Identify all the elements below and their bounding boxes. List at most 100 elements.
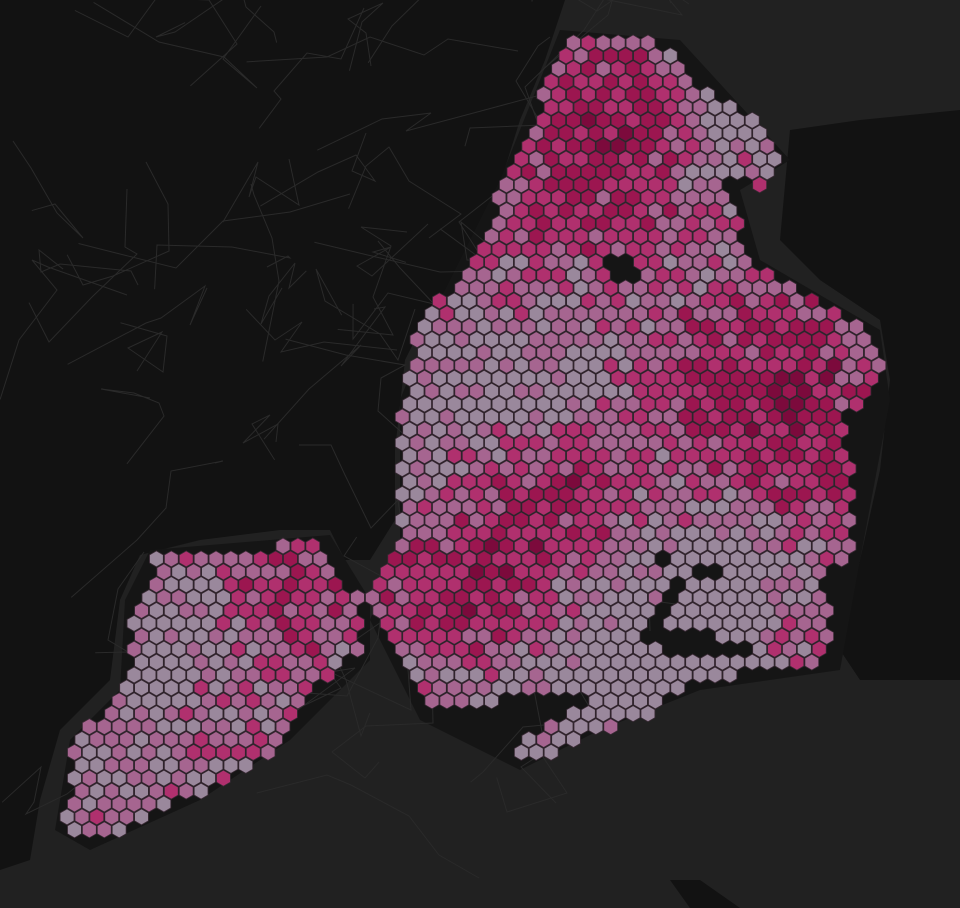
hexbin-cell[interactable] [648,253,663,271]
hexbin-cell[interactable] [588,150,604,168]
hexbin-cell[interactable] [730,524,745,542]
hexbin-cell[interactable] [499,176,514,194]
hexbin-cell[interactable] [543,176,559,194]
hexbin-cell[interactable] [543,563,559,581]
hexbin-cell[interactable] [499,485,514,503]
hexbin-cell[interactable] [424,692,440,710]
hexbin-cell[interactable] [536,369,551,387]
hexbin-cell[interactable] [819,498,834,516]
hexbin-cell[interactable] [141,743,157,761]
hexbin-cell[interactable] [439,305,455,323]
hexbin-cell[interactable] [528,331,544,349]
hexbin-cell[interactable] [290,589,306,607]
hexbin-cell[interactable] [126,743,142,761]
hexbin-cell[interactable] [201,589,216,607]
hexbin-cell[interactable] [603,176,618,194]
hexbin-cell[interactable] [670,215,686,232]
hexbin-cell[interactable] [141,666,157,684]
hexbin-cell[interactable] [402,447,417,465]
hexbin-cell[interactable] [312,602,328,619]
hexbin-cell[interactable] [759,602,775,619]
hexbin-cell[interactable] [581,266,596,284]
hexbin-cell[interactable] [752,124,767,142]
hexbin-cell[interactable] [625,653,641,671]
hexbin-cell[interactable] [595,344,611,361]
hexbin-cell[interactable] [655,318,671,336]
hexbin-cell[interactable] [558,150,574,168]
hexbin-cell[interactable] [573,382,589,400]
hexbin-cell[interactable] [134,602,149,619]
hexbin-cell[interactable] [573,718,589,736]
hexbin-cell[interactable] [476,344,492,361]
hexbin-cell[interactable] [700,111,715,129]
hexbin-cell[interactable] [59,808,75,826]
hexbin-cell[interactable] [536,524,551,542]
hexbin-cell[interactable] [193,602,209,619]
hexbin-cell[interactable] [566,498,581,516]
hexbin-cell[interactable] [767,563,782,581]
hexbin-cell[interactable] [178,550,194,568]
hexbin-cell[interactable] [454,589,470,607]
hexbin-cell[interactable] [134,756,149,774]
hexbin-cell[interactable] [566,60,581,78]
hexbin-cell[interactable] [186,589,201,607]
hexbin-cell[interactable] [767,305,782,323]
hexbin-cell[interactable] [149,705,164,723]
hexbin-cell[interactable] [424,640,440,658]
hexbin-cell[interactable] [759,576,775,594]
hexbin-cell[interactable] [692,227,708,245]
hexbin-cell[interactable] [663,150,678,168]
hexbin-cell[interactable] [74,731,90,748]
hexbin-cell[interactable] [655,240,671,258]
hexbin-cell[interactable] [67,821,82,839]
hexbin-cell[interactable] [811,356,827,374]
hexbin-cell[interactable] [149,576,164,594]
hexbin-cell[interactable] [603,331,618,349]
hexbin-cell[interactable] [811,434,827,452]
hexbin-cell[interactable] [730,163,745,181]
hexbin-cell[interactable] [454,460,470,478]
hexbin-cell[interactable] [759,318,775,336]
hexbin-cell[interactable] [491,498,507,516]
hexbin-cell[interactable] [499,614,514,632]
hexbin-cell[interactable] [350,640,365,658]
hexbin-cell[interactable] [275,718,291,736]
hexbin-cell[interactable] [663,176,678,194]
hexbin-cell[interactable] [722,434,738,452]
hexbin-cell[interactable] [245,563,261,581]
hexbin-cell[interactable] [350,614,365,632]
hexbin-cell[interactable] [424,434,440,452]
hexbin-cell[interactable] [618,460,633,478]
hexbin-cell[interactable] [469,331,484,349]
hexbin-cell[interactable] [283,550,298,568]
hexbin-cell[interactable] [677,537,693,555]
hexbin-cell[interactable] [737,150,753,168]
hexbin-cell[interactable] [670,550,686,568]
hexbin-cell[interactable] [715,111,730,129]
hexbin-cell[interactable] [677,511,693,529]
hexbin-cell[interactable] [290,666,306,684]
hexbin-cell[interactable] [543,73,559,91]
hexbin-cell[interactable] [663,408,678,426]
hexbin-cell[interactable] [484,614,499,632]
hexbin-cell[interactable] [700,550,715,568]
hexbin-cell[interactable] [320,563,335,581]
hexbin-cell[interactable] [566,550,581,568]
hexbin-cell[interactable] [417,679,432,697]
hexbin-cell[interactable] [603,537,618,555]
hexbin-cell[interactable] [774,318,790,336]
hexbin-cell[interactable] [491,524,507,542]
hexbin-cell[interactable] [268,627,283,645]
hexbin-cell[interactable] [528,614,544,632]
hexbin-cell[interactable] [797,511,812,529]
hexbin-cell[interactable] [566,189,581,207]
hexbin-cell[interactable] [655,473,671,490]
hexbin-cell[interactable] [797,563,812,581]
hexbin-cell[interactable] [67,769,82,787]
hexbin-cell[interactable] [424,382,440,400]
hexbin-cell[interactable] [476,421,492,439]
hexbin-cell[interactable] [752,589,767,607]
hexbin-cell[interactable] [648,331,663,349]
hexbin-cell[interactable] [283,627,298,645]
hexbin-cell[interactable] [744,498,760,516]
